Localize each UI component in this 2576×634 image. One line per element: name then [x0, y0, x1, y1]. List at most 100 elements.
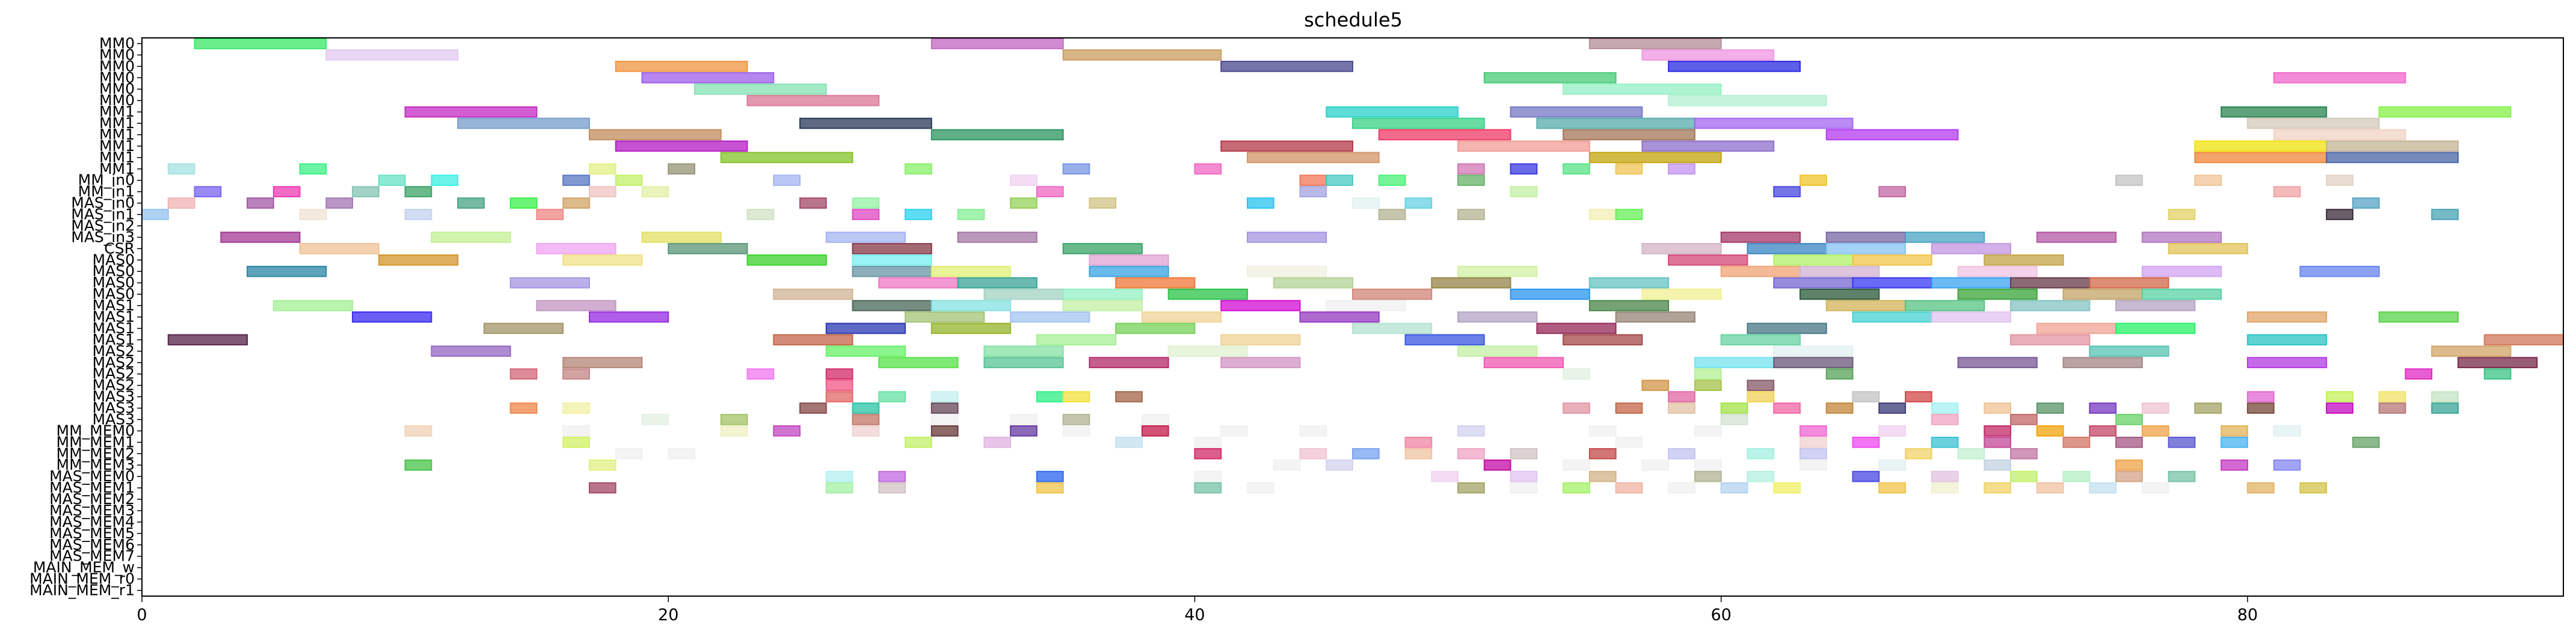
task-bar-241 [825, 368, 853, 380]
task-bar-320 [562, 436, 590, 448]
task-bar-349 [1957, 448, 1985, 460]
task-bar-10 [1483, 72, 1617, 84]
task-bar-323 [1115, 436, 1143, 448]
task-bar-200 [825, 322, 906, 334]
task-bar-316 [2089, 425, 2117, 437]
task-bar-384 [1194, 482, 1222, 494]
task-bar-17 [1326, 106, 1459, 118]
row-label: MAS2 [93, 377, 135, 394]
task-bar-312 [1799, 425, 1827, 437]
task-bar-88 [799, 197, 827, 209]
task-bar-300 [720, 425, 748, 437]
task-bar-35 [1457, 140, 1590, 152]
task-bar-104 [1378, 209, 1406, 220]
task-bar-321 [905, 436, 932, 448]
task-bar-260 [1904, 391, 1932, 402]
task-bar-194 [1615, 311, 1695, 323]
task-bar-269 [930, 402, 959, 414]
task-bar-217 [2483, 334, 2564, 346]
task-bar-37 [2194, 140, 2328, 152]
task-bar-152 [509, 277, 590, 289]
task-bar-154 [957, 277, 1037, 289]
task-bar-93 [1352, 197, 1380, 209]
task-bar-372 [1694, 470, 1722, 482]
task-bar-325 [1404, 436, 1433, 448]
task-bar-76 [1036, 186, 1064, 198]
task-bar-261 [2246, 391, 2275, 402]
task-bar-19 [2221, 106, 2328, 118]
task-bar-335 [2352, 436, 2380, 448]
task-bar-94 [1404, 197, 1433, 209]
task-bar-230 [1220, 357, 1301, 369]
task-bar-275 [1825, 402, 1854, 414]
task-bar-237 [2457, 357, 2538, 369]
task-bar-162 [2010, 277, 2091, 289]
row-label: MM0 [99, 46, 135, 63]
task-bar-58 [562, 174, 590, 186]
task-bar-374 [1852, 470, 1880, 482]
task-bar-229 [1089, 357, 1169, 369]
task-bar-184 [1904, 300, 1985, 312]
task-bar-38 [2326, 140, 2459, 152]
task-bar-133 [562, 254, 643, 266]
task-bar-4 [1062, 49, 1222, 61]
task-bar-400 [2299, 482, 2328, 494]
task-bar-13 [1563, 83, 1722, 95]
task-bar-363 [2221, 459, 2248, 471]
row-label: MAS0 [93, 262, 135, 280]
task-bar-147 [1720, 265, 1801, 277]
task-bar-49 [1062, 163, 1090, 175]
task-bar-317 [2141, 425, 2169, 437]
task-bar-338 [1194, 448, 1222, 460]
task-bar-129 [1825, 243, 1906, 254]
task-bar-145 [1246, 265, 1327, 277]
task-bar-75 [641, 186, 669, 198]
row-label: MAS2 [93, 354, 135, 371]
task-bar-281 [2141, 402, 2169, 414]
task-bar-271 [1615, 402, 1643, 414]
task-bar-8 [1668, 61, 1801, 72]
task-bar-83 [247, 197, 274, 209]
task-bar-16 [404, 106, 538, 118]
task-bar-211 [1220, 334, 1301, 346]
task-bar-394 [1931, 482, 1959, 494]
task-bar-339 [1299, 448, 1327, 460]
task-bar-164 [773, 288, 853, 300]
task-bar-387 [1510, 482, 1538, 494]
task-bar-142 [852, 265, 932, 277]
row-label: MM_MEM2 [57, 445, 135, 462]
task-bar-242 [1563, 368, 1590, 380]
row-label: MM0 [99, 80, 135, 97]
task-bar-206 [2036, 322, 2117, 334]
task-bar-203 [1352, 322, 1433, 334]
task-bar-360 [1878, 459, 1906, 471]
task-bar-290 [930, 414, 959, 425]
task-bar-27 [588, 129, 722, 141]
x-axis: 0 20 40 60 80 [137, 596, 2258, 624]
task-bar-361 [1984, 459, 2012, 471]
task-bar-216 [2246, 334, 2328, 346]
task-bar-353 [1273, 459, 1301, 471]
task-bar-7 [1220, 61, 1354, 72]
task-bar-69 [2326, 174, 2353, 186]
task-bar-346 [1747, 448, 1775, 460]
task-bar-60 [773, 174, 801, 186]
task-bar-397 [2089, 482, 2117, 494]
task-bar-95 [2352, 197, 2380, 209]
task-bar-254 [1036, 391, 1064, 402]
task-bar-167 [1167, 288, 1248, 300]
task-bar-119 [1904, 232, 1985, 243]
task-bar-298 [404, 425, 432, 437]
task-bar-173 [2062, 288, 2143, 300]
row-label: MAS1 [93, 319, 135, 337]
task-bar-3 [325, 49, 459, 61]
task-bar-279 [2036, 402, 2064, 414]
task-bar-366 [878, 470, 906, 482]
task-bar-329 [1931, 436, 1959, 448]
task-bar-348 [1904, 448, 1932, 460]
row-label: MAS1 [93, 308, 135, 325]
task-bar-234 [1957, 357, 2038, 369]
task-bar-252 [878, 391, 906, 402]
task-bar-192 [1299, 311, 1380, 323]
